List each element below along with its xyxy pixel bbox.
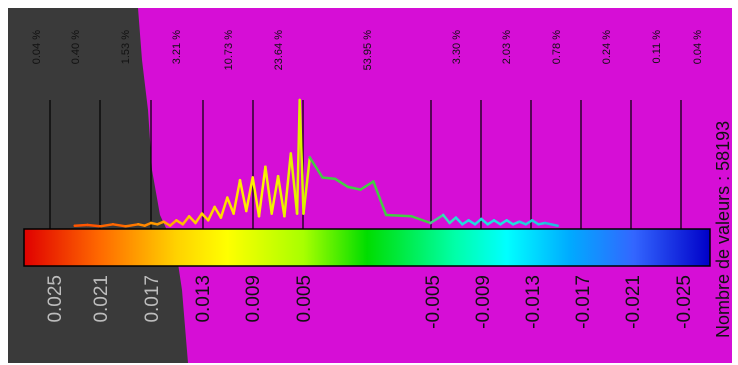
color-scale-tick: -0.013 (523, 275, 544, 329)
histogram-segment (124, 223, 140, 228)
histogram-segment (454, 216, 464, 226)
histogram-segment (98, 223, 115, 228)
histogram-segment (270, 174, 280, 215)
color-scale-tick: -0.017 (573, 275, 594, 329)
histogram-segment (283, 152, 293, 218)
class-percentage-label: 0.04 % (31, 30, 43, 64)
histogram-segment (321, 176, 337, 181)
histogram-segment (346, 185, 362, 191)
color-scale-tick: 0.021 (91, 275, 112, 323)
histogram-segment (257, 165, 267, 218)
histogram-segment (372, 180, 388, 217)
class-percentage-label: 0.04 % (692, 30, 704, 64)
histogram-segment (543, 221, 559, 227)
histogram-segment (276, 174, 286, 218)
histogram-segment (505, 219, 515, 226)
histogram-segment (448, 216, 458, 225)
histogram-segment (238, 178, 248, 213)
class-percentage-label: 3.30 % (451, 30, 463, 64)
class-percentage-label: 10.73 % (223, 30, 235, 71)
histogram-segment (492, 219, 502, 226)
histogram-segment (226, 196, 235, 215)
class-percentage-label: 2.03 % (501, 30, 513, 64)
histogram-segment (162, 220, 172, 227)
class-percentage-label: 0.40 % (70, 30, 82, 64)
histogram-segment (73, 223, 89, 227)
class-percentage-label: 1.53 % (120, 30, 132, 64)
class-percentage-label: 53.95 % (362, 30, 374, 71)
class-percentage-label: 0.11 % (651, 30, 663, 64)
histogram-segment (251, 176, 261, 218)
histogram-segment (264, 165, 273, 215)
histogram-segment (168, 219, 178, 227)
histogram-series (73, 98, 559, 228)
histogram-segment (187, 215, 197, 225)
histogram-segment (302, 156, 312, 215)
color-scale-tick: -0.005 (423, 275, 444, 329)
color-scale-tick: 0.005 (294, 275, 315, 323)
color-scale-tick: 0.009 (243, 275, 264, 323)
class-percentage-labels: 0.04 % 0.40 % 1.53 % 3.21 % 10.73 % 23.64 % 53… (31, 30, 704, 71)
histogram-segment (111, 223, 127, 228)
histogram-segment (245, 176, 254, 213)
value-count-label: Nombre de valeurs : 58193 (713, 121, 733, 338)
histogram-segment (200, 212, 210, 222)
histogram-segment (206, 205, 216, 222)
histogram-segment (289, 152, 299, 215)
histogram-segment (359, 180, 375, 191)
class-percentage-label: 0.24 % (601, 30, 613, 64)
histogram-segment (194, 212, 204, 225)
histogram-segment (181, 215, 191, 226)
histogram-segment (441, 213, 451, 225)
color-scale-tick: -0.021 (623, 275, 644, 329)
histogram-segment (308, 156, 324, 179)
color-scale-tick: -0.009 (473, 275, 494, 329)
histogram-segment (175, 219, 185, 226)
color-scale-tick: 0.013 (193, 275, 214, 323)
histogram-segment (530, 219, 540, 226)
histogram-segment (473, 217, 483, 226)
class-percentage-label: 23.64 % (273, 30, 285, 71)
color-scale-tick-labels: 0.025 0.021 0.017 0.013 0.009 0.005 -0.005 -0.0… (45, 275, 695, 329)
color-scale-tick: 0.017 (142, 275, 163, 323)
histogram-segment (410, 215, 432, 225)
histogram-segment (429, 213, 445, 225)
color-scale-tick: -0.025 (674, 275, 695, 329)
histogram-segment (232, 178, 242, 215)
color-scale-tick: 0.025 (45, 275, 66, 323)
class-percentage-label: 3.21 % (171, 30, 183, 64)
histogram-segment (333, 177, 350, 189)
histogram-segment (384, 213, 413, 218)
histogram-segment (213, 205, 223, 219)
histogram-segment (480, 217, 489, 226)
histogram-segment (298, 98, 305, 215)
shadow-region (8, 8, 188, 363)
histogram-segment (467, 219, 477, 226)
color-scale-bar (23, 228, 711, 267)
histogram-segment (219, 196, 229, 219)
histogram-point (556, 224, 559, 227)
histogram-segment (86, 223, 102, 228)
class-percentage-label: 0.78 % (551, 30, 563, 64)
